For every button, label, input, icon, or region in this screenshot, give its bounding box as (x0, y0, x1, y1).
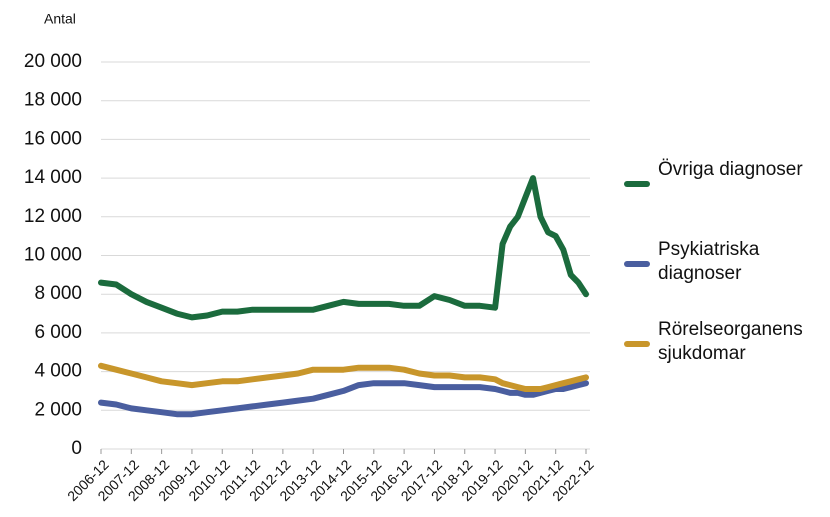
y-tick-label: 6 000 (34, 322, 82, 343)
legend-swatch (624, 261, 650, 267)
legend-label: Psykiatriska diagnoser (658, 239, 760, 284)
legend-label: Rörelseorganens sjukdomar (658, 319, 803, 364)
y-tick-label: 2 000 (34, 399, 82, 420)
y-tick-label: 0 (71, 438, 82, 459)
legend-swatch (624, 181, 650, 187)
y-tick-label: 16 000 (24, 128, 82, 149)
legend-item: Övriga diagnoser (622, 150, 830, 230)
legend-label: Övriga diagnoser (658, 159, 803, 180)
y-tick-label: 20 000 (24, 51, 82, 72)
series-line (98, 380, 589, 418)
y-tick-label: 18 000 (24, 90, 82, 111)
legend-swatch (624, 341, 650, 347)
y-tick-label: 12 000 (24, 206, 82, 227)
series-line (98, 175, 589, 321)
legend-item: Psykiatriska diagnoser (622, 230, 830, 310)
y-tick-label: 8 000 (34, 283, 82, 304)
y-tick-label: 10 000 (24, 245, 82, 266)
y-tick-label: 4 000 (34, 361, 82, 382)
legend: Övriga diagnoser Psykiatriska diagnoser Rö… (622, 150, 830, 390)
y-axis-label: Antal (44, 11, 76, 27)
series-line (98, 362, 589, 392)
legend-item: Rörelseorganens sjukdomar (622, 310, 830, 390)
y-tick-label: 14 000 (24, 167, 82, 188)
